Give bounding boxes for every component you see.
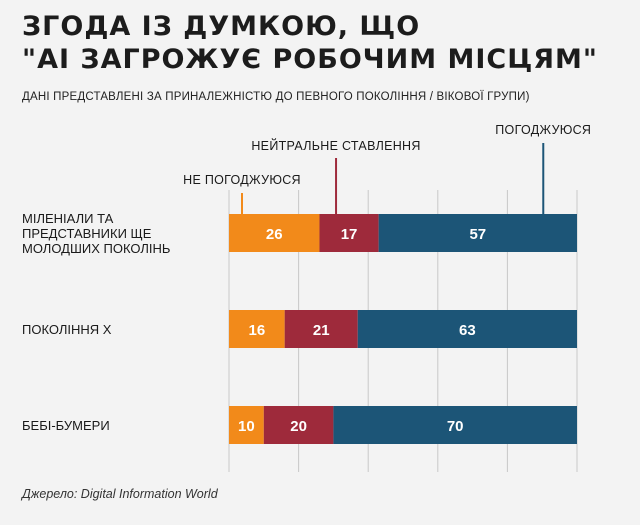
bar-segment bbox=[229, 310, 285, 348]
bar-segment bbox=[378, 214, 577, 252]
data-label: 21 bbox=[313, 322, 330, 339]
legend-label: НЕЙТРАЛЬНЕ СТАВЛЕННЯ bbox=[251, 138, 420, 153]
bar-segment bbox=[333, 406, 577, 444]
bar-segment bbox=[319, 214, 379, 252]
data-label: 26 bbox=[266, 226, 283, 243]
legend-label: ПОГОДЖУЮСЯ bbox=[495, 123, 591, 137]
chart-subtitle: ДАНІ ПРЕДСТАВЛЕНІ ЗА ПРИНАЛЕЖНІСТЮ ДО ПЕ… bbox=[22, 91, 530, 103]
bar-segment bbox=[229, 406, 264, 444]
data-label: 70 bbox=[447, 418, 464, 435]
data-label: 63 bbox=[459, 322, 476, 339]
source-note: Джерело: Digital Information World bbox=[22, 487, 218, 501]
category-label: МОЛОДШИХ ПОКОЛІНЬ bbox=[22, 241, 170, 256]
data-label: 16 bbox=[248, 322, 265, 339]
category-label: ПОКОЛІННЯ X bbox=[22, 322, 112, 337]
data-label: 17 bbox=[341, 226, 358, 243]
bar-segment bbox=[357, 310, 577, 348]
chart-title-line-2: "AI ЗАГРОЖУЄ РОБОЧИМ МІСЦЯМ" bbox=[22, 44, 598, 75]
legend-label: НЕ ПОГОДЖУЮСЯ bbox=[183, 173, 301, 187]
data-label: 10 bbox=[238, 418, 255, 435]
category-label: ПРЕДСТАВНИКИ ЩЕ bbox=[22, 226, 152, 241]
chart-title: ЗГОДА ІЗ ДУМКОЮ, ЩО "AI ЗАГРОЖУЄ РОБОЧИМ… bbox=[22, 10, 622, 76]
data-label: 20 bbox=[290, 418, 307, 435]
bar-segment bbox=[284, 310, 358, 348]
bar-segment bbox=[229, 214, 320, 252]
bar-segment bbox=[263, 406, 334, 444]
chart-title-line-1: ЗГОДА ІЗ ДУМКОЮ, ЩО bbox=[22, 11, 421, 42]
category-label: МІЛЕНІАЛИ ТА bbox=[22, 211, 114, 226]
data-label: 57 bbox=[469, 226, 486, 243]
category-label: БЕБІ-БУМЕРИ bbox=[22, 418, 110, 433]
